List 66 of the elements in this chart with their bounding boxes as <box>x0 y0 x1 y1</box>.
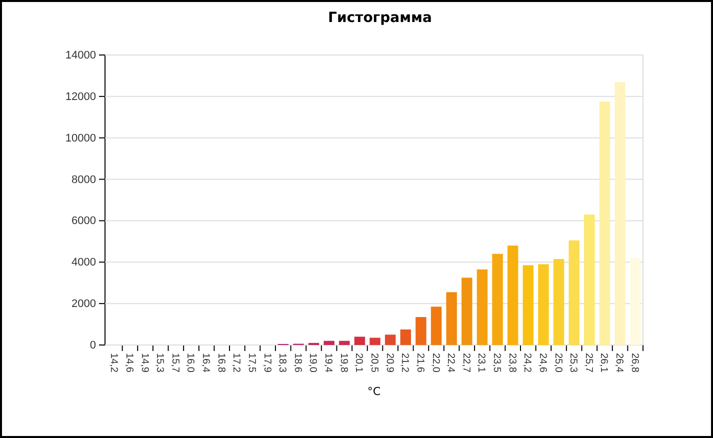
bar <box>354 336 366 345</box>
bar <box>446 292 457 345</box>
x-axis-title: °C <box>367 385 381 398</box>
y-tick-label: 8000 <box>72 174 96 186</box>
x-tick-label: 24,6 <box>536 353 548 373</box>
x-tick-label: 15,3 <box>154 353 166 373</box>
bar <box>492 254 503 345</box>
y-tick-label: 10000 <box>65 132 96 144</box>
x-tick-label: 19,4 <box>322 353 334 373</box>
bar <box>476 269 488 345</box>
y-tick-label: 2000 <box>72 298 96 310</box>
x-tick-label: 15,7 <box>169 353 180 373</box>
bar <box>384 334 396 345</box>
x-tick-label: 14,2 <box>108 353 120 373</box>
bar <box>324 340 334 345</box>
x-tick-label: 16,4 <box>200 353 212 373</box>
x-tick-label: 17,2 <box>230 353 242 373</box>
bar <box>507 246 518 345</box>
x-tick-label: 24,2 <box>522 353 533 373</box>
x-tick-label: 16,8 <box>215 353 226 373</box>
x-tick-label: 14,9 <box>138 353 150 373</box>
y-tick-label: 4000 <box>72 256 96 269</box>
x-tick-label: 25,3 <box>568 353 579 373</box>
y-tick-label: 0 <box>90 340 96 352</box>
x-tick-label: 26,1 <box>598 353 610 373</box>
x-tick-label: 17,9 <box>261 353 272 373</box>
x-tick-label: 23,1 <box>476 353 487 373</box>
bar <box>416 317 426 345</box>
x-tick-label: 26,8 <box>628 353 640 373</box>
bar <box>522 265 534 345</box>
bar <box>339 340 350 345</box>
x-tick-label: 22,0 <box>430 353 441 373</box>
bar <box>584 214 595 345</box>
x-tick-label: 17,5 <box>246 353 257 373</box>
x-tick-label: 26,4 <box>614 353 625 373</box>
bar <box>614 82 626 345</box>
bar <box>370 338 380 345</box>
x-tick-label: 14,6 <box>123 353 134 373</box>
x-tick-label: 19,0 <box>307 353 318 373</box>
y-tick-label: 6000 <box>72 215 96 228</box>
x-tick-label: 18,3 <box>276 353 288 373</box>
x-tick-label: 23,5 <box>491 353 502 373</box>
bar <box>568 240 580 345</box>
x-tick-label: 21,2 <box>399 353 410 373</box>
x-tick-label: 18,6 <box>292 353 303 373</box>
y-tick-label: 14000 <box>65 50 96 62</box>
x-tick-label: 23,8 <box>506 353 518 373</box>
x-tick-label: 25,0 <box>552 353 564 373</box>
x-tick-label: 19,8 <box>338 353 349 373</box>
x-tick-label: 20,5 <box>368 353 380 373</box>
x-tick-label: 22,4 <box>445 353 456 373</box>
bar <box>630 258 641 345</box>
x-tick-label: 21,6 <box>414 353 426 373</box>
x-tick-label: 22,7 <box>460 353 472 373</box>
y-tick-label: 12000 <box>65 90 96 103</box>
bar <box>538 264 549 345</box>
x-tick-label: 16,0 <box>184 353 196 373</box>
bar <box>599 102 610 345</box>
bar <box>462 278 472 345</box>
x-tick-label: 20,1 <box>353 353 364 373</box>
x-tick-label: 20,9 <box>384 353 395 373</box>
chart-title: Гистограмма <box>328 10 432 26</box>
bar <box>400 329 411 345</box>
x-tick-label: 25,7 <box>582 353 594 373</box>
bar <box>553 259 564 345</box>
bar <box>430 306 442 345</box>
